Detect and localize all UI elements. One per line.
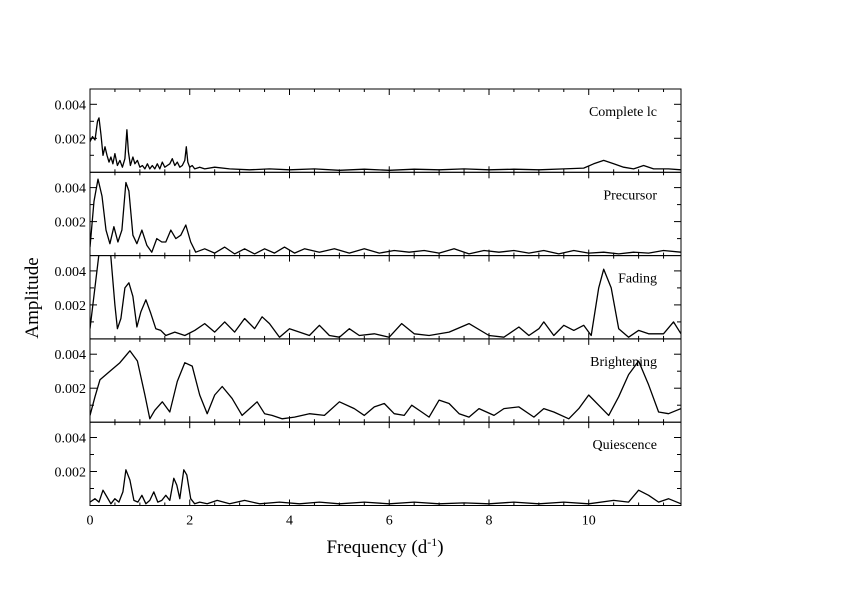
y-tick-label: 0.002	[55, 216, 87, 231]
panel-label-fading: Fading	[618, 272, 657, 287]
y-tick-label: 0.002	[55, 382, 87, 397]
x-tick-label: 10	[582, 514, 596, 529]
y-tick-label: 0.002	[55, 466, 87, 481]
panel-quiescence: 0.004 0.002 Quiescence	[55, 421, 682, 507]
panel-complete-lc: 0.004 0.002 Complete lc	[55, 88, 682, 173]
x-tick-label: 0	[87, 514, 94, 529]
panels-group: 0.004 0.002 Complete lc 0.004 0.002 Precursor…	[55, 88, 682, 507]
panel-label-complete-lc: Complete lc	[589, 105, 657, 120]
y-tick-label: 0.002	[55, 132, 87, 147]
panel-label-precursor: Precursor	[603, 188, 657, 203]
panel-brightening: 0.004 0.002 Brightening	[55, 338, 682, 423]
y-tick-label: 0.004	[55, 265, 87, 280]
y-tick-label: 0.002	[55, 299, 87, 314]
panel-label-quiescence: Quiescence	[592, 438, 657, 453]
panel-label-brightening: Brightening	[590, 355, 657, 370]
x-axis: 0 2 4 6 8 10	[87, 514, 596, 529]
y-tick-label: 0.004	[55, 348, 87, 363]
series-line-brightening	[90, 350, 681, 420]
series-line-fading	[90, 255, 681, 338]
y-tick-label: 0.004	[55, 182, 87, 197]
x-axis-title: Frequency (d-1)	[326, 535, 443, 558]
panel-fading: 0.004 0.002 Fading	[55, 255, 682, 340]
y-tick-label: 0.004	[55, 98, 87, 113]
series-line-quiescence	[90, 469, 681, 505]
x-tick-label: 8	[485, 514, 492, 529]
x-tick-label: 2	[186, 514, 193, 529]
y-tick-label: 0.004	[55, 432, 87, 447]
panel-precursor: 0.004 0.002 Precursor	[55, 171, 682, 257]
x-tick-label: 4	[286, 514, 293, 529]
panel-frame-quiescence	[89, 421, 682, 507]
x-tick-label: 6	[386, 514, 393, 529]
series-line-complete-lc	[90, 117, 681, 171]
y-axis-title: Amplitude	[22, 257, 43, 338]
series-line-precursor	[90, 178, 681, 255]
